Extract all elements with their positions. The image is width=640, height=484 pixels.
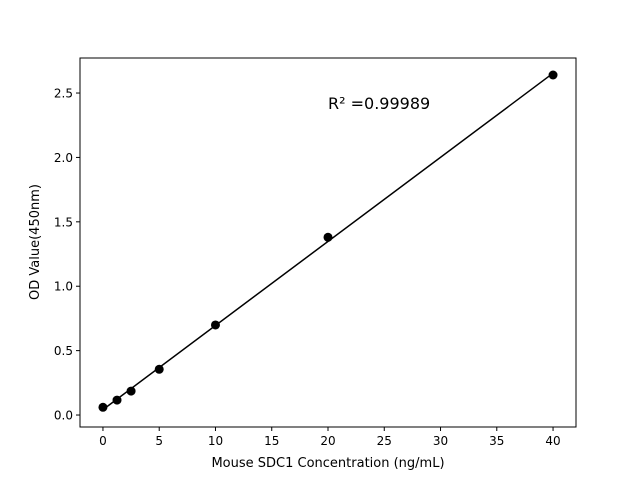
x-tick-label: 20 [320, 434, 335, 448]
y-tick-label: 1.5 [54, 215, 73, 229]
data-point [154, 364, 164, 374]
data-point [112, 395, 122, 405]
x-tick-label: 10 [208, 434, 223, 448]
x-tick-label: 35 [489, 434, 504, 448]
data-point [323, 232, 333, 242]
data-point [548, 70, 558, 80]
y-tick-label: 0.5 [54, 344, 73, 358]
x-tick-label: 25 [377, 434, 392, 448]
x-tick-label: 30 [433, 434, 448, 448]
data-point [98, 402, 108, 412]
x-tick-label: 5 [155, 434, 163, 448]
data-point [210, 320, 220, 330]
y-tick-label: 1.0 [54, 280, 73, 294]
x-tick-label: 0 [99, 434, 107, 448]
data-point [126, 386, 136, 396]
x-axis-label: Mouse SDC1 Concentration (ng/mL) [211, 456, 444, 471]
r-squared-annotation: R² =0.99989 [328, 94, 430, 113]
y-axis-label: OD Value(450nm) [28, 184, 43, 300]
plot-frame [79, 57, 577, 428]
y-tick-label: 2.0 [54, 151, 73, 165]
x-tick-label: 40 [545, 434, 560, 448]
y-tick-label: 2.5 [54, 87, 73, 101]
x-tick-label: 15 [264, 434, 279, 448]
y-tick-label: 0.0 [54, 409, 73, 423]
